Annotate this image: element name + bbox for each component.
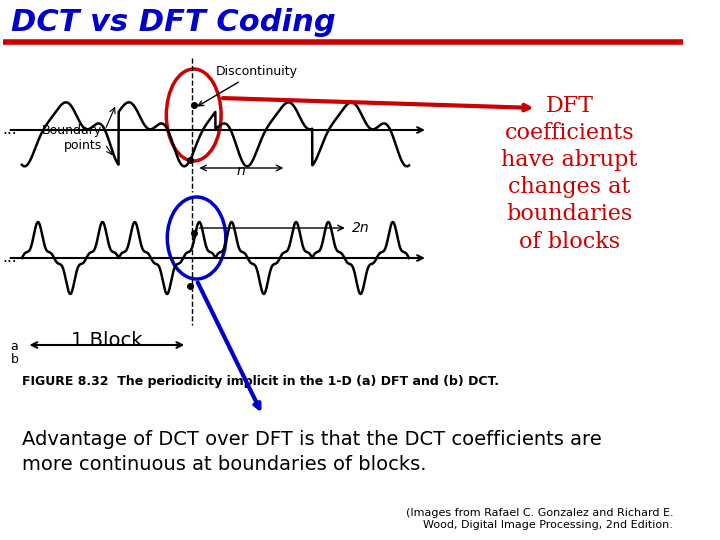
Text: FIGURE 8.32  The periodicity implicit in the 1-D (a) DFT and (b) DCT.: FIGURE 8.32 The periodicity implicit in … <box>22 375 499 388</box>
Text: b: b <box>11 353 19 366</box>
Text: Advantage of DCT over DFT is that the DCT coefficients are
more continuous at bo: Advantage of DCT over DFT is that the DC… <box>22 430 602 474</box>
Text: DCT vs DFT Coding: DCT vs DFT Coding <box>11 8 336 37</box>
Text: ...: ... <box>3 123 17 138</box>
Text: 2n: 2n <box>352 221 370 235</box>
Text: Discontinuity: Discontinuity <box>199 65 297 106</box>
Text: 1 Block: 1 Block <box>71 331 143 350</box>
Text: ...: ... <box>3 251 17 266</box>
Text: DFT
coefficients
have abrupt
changes at
boundaries
of blocks: DFT coefficients have abrupt changes at … <box>501 95 638 253</box>
Text: Boundary
points: Boundary points <box>42 124 102 152</box>
Text: (Images from Rafael C. Gonzalez and Richard E.
Wood, Digital Image Processing, 2: (Images from Rafael C. Gonzalez and Rich… <box>405 508 673 530</box>
Text: a: a <box>11 340 18 353</box>
Text: n: n <box>237 164 246 178</box>
